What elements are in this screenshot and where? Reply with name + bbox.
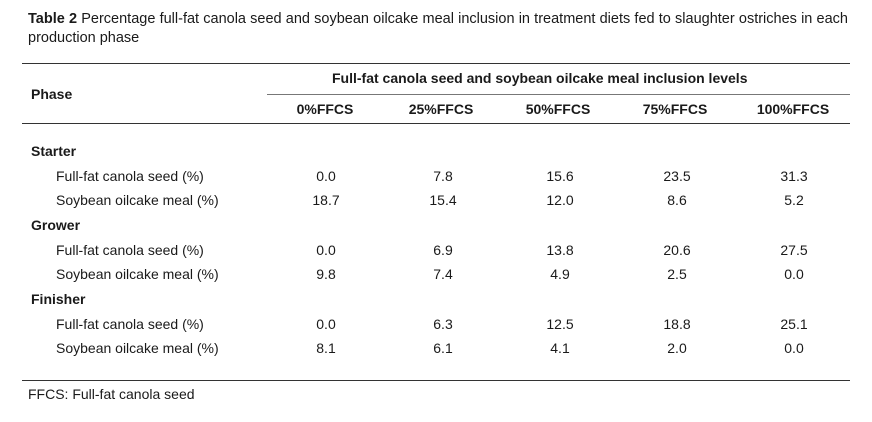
column-header: 100%FFCS (756, 101, 830, 117)
section-heading: Starter (31, 143, 77, 159)
table-cell: 27.5 (780, 242, 808, 258)
table-cell: 7.8 (433, 168, 453, 184)
table-cell: 6.1 (433, 340, 453, 356)
table-cell: 31.3 (780, 168, 808, 184)
row-label: Full-fat canola seed (%) (56, 242, 204, 258)
table-cell: 15.4 (429, 192, 457, 208)
caption-text: Percentage full-fat canola seed and soyb… (28, 11, 848, 46)
table-cell: 15.6 (546, 168, 574, 184)
column-header: 0%FFCS (296, 101, 354, 117)
group-header: Full-fat canola seed and soybean oilcake… (332, 70, 748, 86)
table-cell: 0.0 (316, 316, 336, 332)
row-label: Soybean oilcake meal (%) (56, 340, 219, 356)
table-cell: 2.5 (667, 266, 687, 282)
column-header: 75%FFCS (642, 101, 708, 117)
row-label: Full-fat canola seed (%) (56, 168, 204, 184)
row-label: Soybean oilcake meal (%) (56, 192, 219, 208)
table-cell: 0.0 (784, 340, 804, 356)
table-cell: 8.6 (667, 192, 687, 208)
table-cell: 5.2 (784, 192, 804, 208)
table-cell: 0.0 (784, 266, 804, 282)
column-header: 50%FFCS (525, 101, 591, 117)
top-rule (22, 63, 850, 64)
table-cell: 23.5 (663, 168, 691, 184)
group-rule (267, 94, 850, 95)
row-label: Full-fat canola seed (%) (56, 316, 204, 332)
table-cell: 12.0 (546, 192, 574, 208)
phase-header: Phase (31, 86, 73, 102)
table-cell: 7.4 (433, 266, 453, 282)
table-cell: 0.0 (316, 242, 336, 258)
table-cell: 20.6 (663, 242, 691, 258)
column-header: 25%FFCS (408, 101, 474, 117)
table-cell: 4.1 (550, 340, 570, 356)
section-heading: Grower (31, 217, 81, 233)
table-cell: 0.0 (316, 168, 336, 184)
table-cell: 25.1 (780, 316, 808, 332)
header-rule (22, 123, 850, 124)
table-cell: 12.5 (546, 316, 574, 332)
section-heading: Finisher (31, 291, 86, 307)
table-cell: 4.9 (550, 266, 570, 282)
table-cell: 8.1 (316, 340, 336, 356)
bottom-rule (22, 380, 850, 381)
row-label: Soybean oilcake meal (%) (56, 266, 219, 282)
table-cell: 9.8 (316, 266, 336, 282)
table-cell: 6.9 (433, 242, 453, 258)
table-cell: 6.3 (433, 316, 453, 332)
table-caption: Table 2 Percentage full-fat canola seed … (28, 10, 848, 48)
table-cell: 18.7 (312, 192, 340, 208)
table-cell: 13.8 (546, 242, 574, 258)
table-cell: 2.0 (667, 340, 687, 356)
table-cell: 18.8 (663, 316, 691, 332)
caption-label: Table 2 (28, 11, 78, 27)
footnote: FFCS: Full-fat canola seed (28, 386, 195, 402)
